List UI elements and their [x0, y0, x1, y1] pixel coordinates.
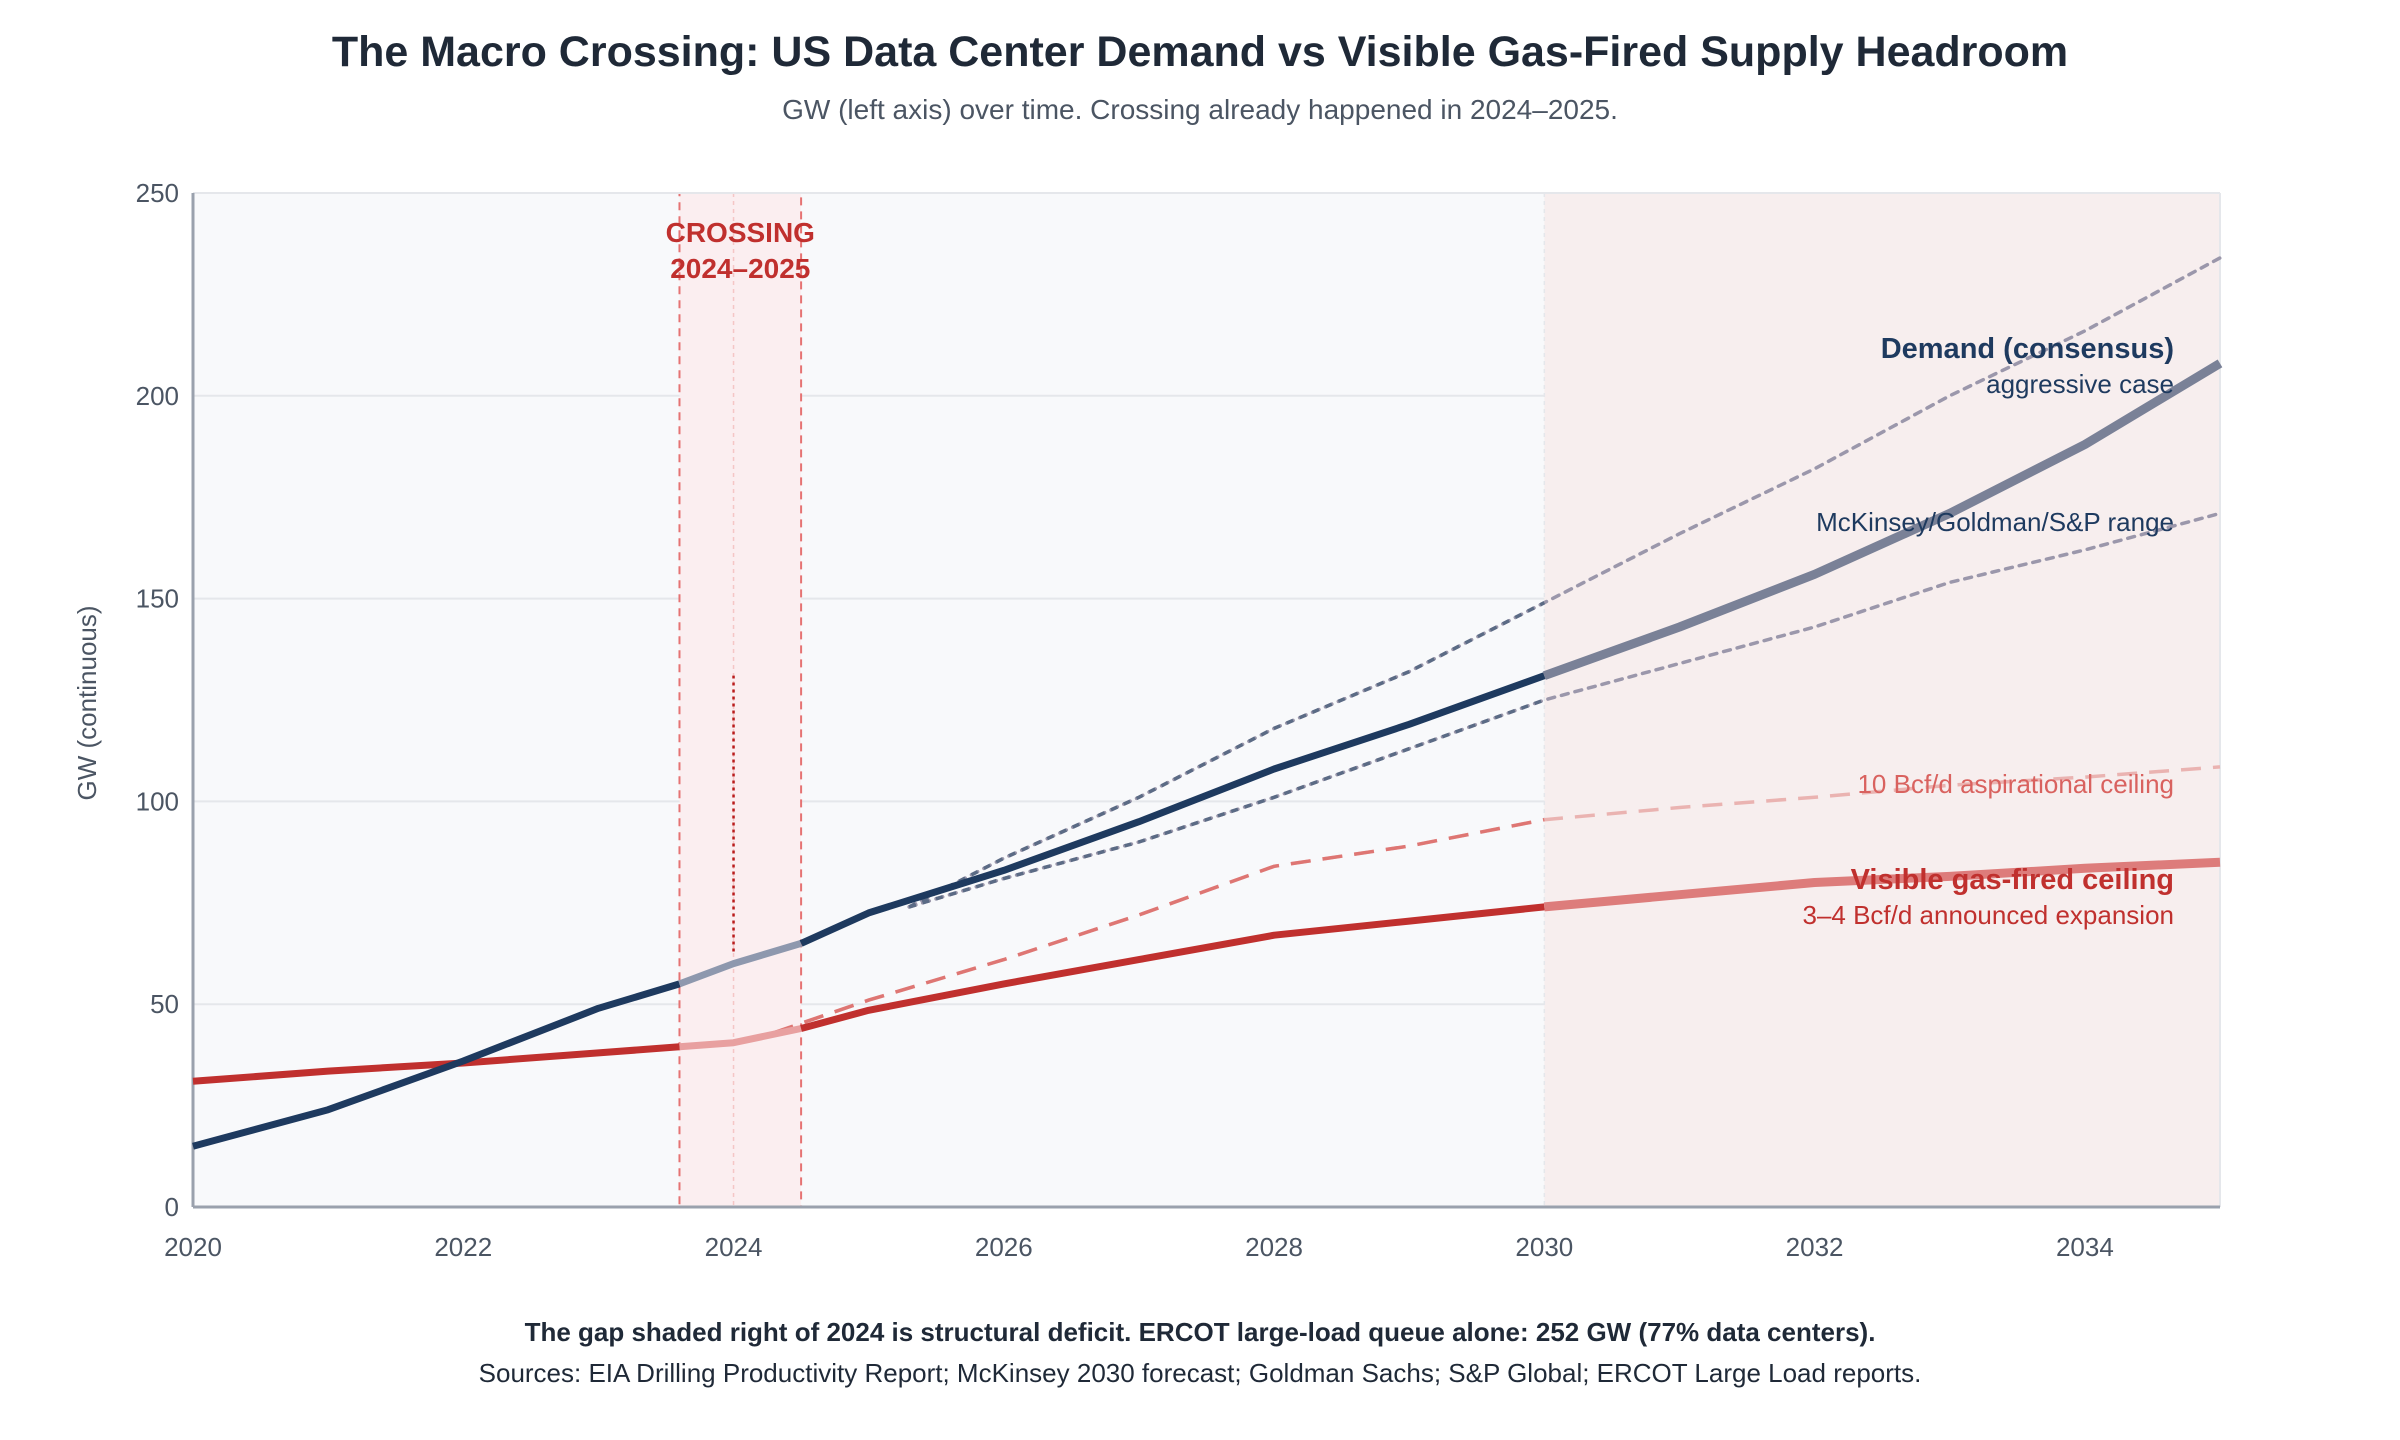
aspirational-ceiling-line — [773, 765, 2221, 1035]
range-low-line-near — [908, 698, 1545, 909]
y-axis-label: GW (continuous) — [72, 605, 102, 800]
chart-subtitle: GW (left axis) over time. Crossing alrea… — [782, 94, 1618, 125]
axes: 0 50 100 150 200 250 2020 2022 2024 2026 2028 2030 2… — [136, 178, 2221, 1262]
x-tick-label: 2022 — [434, 1232, 492, 1262]
supply-line-far — [1543, 857, 2221, 912]
x-tick-label: 2026 — [975, 1232, 1033, 1262]
aspirational-ceiling-line-near — [773, 817, 1545, 1035]
x-tick-label: 2034 — [2056, 1232, 2114, 1262]
aggressive-case-line-near — [908, 601, 1546, 909]
y-tick-label: 0 — [165, 1192, 179, 1222]
footer-note: The gap shaded right of 2024 is structur… — [524, 1317, 1876, 1347]
range-label: McKinsey/Goldman/S&P range — [1816, 507, 2174, 537]
ceiling-label: Visible gas-fired ceiling — [1851, 864, 2174, 896]
x-tick-label: 2024 — [705, 1232, 763, 1262]
crossing-band — [678, 192, 803, 1208]
demand-line-crossing — [678, 940, 803, 988]
crossing-years-label: 2024–2025 — [670, 253, 810, 284]
shaded-regions — [678, 192, 2220, 1208]
ceiling-sublabel: 3–4 Bcf/d announced expansion — [1802, 900, 2174, 930]
demand-line-far — [1542, 359, 2223, 680]
demand-label: Demand (consensus) — [1881, 333, 2174, 365]
chart-title: The Macro Crossing: US Data Center Deman… — [331, 28, 2069, 76]
demand-line-history — [192, 980, 681, 1150]
aspirational-label: 10 Bcf/d aspirational ceiling — [1857, 769, 2174, 799]
deficit-region — [1544, 193, 2220, 1207]
y-tick-label: 150 — [136, 584, 179, 614]
series-labels: CROSSING 2024–2025 Demand (consensus) aggre… — [666, 217, 2174, 930]
supply-line-near — [800, 903, 1545, 1032]
x-tick-label: 2030 — [1515, 1232, 1573, 1262]
x-tick-label: 2028 — [1245, 1232, 1303, 1262]
footer-sources: Sources: EIA Drilling Productivity Repor… — [478, 1358, 1922, 1388]
demand-line-near — [799, 672, 1546, 947]
y-tick-label: 50 — [150, 989, 179, 1019]
y-tick-label: 200 — [136, 381, 179, 411]
y-tick-label: 250 — [136, 178, 179, 208]
supply-line-crossing — [679, 1025, 802, 1051]
aggressive-case-label: aggressive case — [1986, 369, 2174, 399]
crossing-label: CROSSING — [666, 217, 815, 248]
y-tick-label: 100 — [136, 786, 179, 816]
x-tick-label: 2032 — [1786, 1232, 1844, 1262]
x-tick-label: 2020 — [164, 1232, 222, 1262]
series-lines — [192, 256, 2223, 1150]
range-low-line — [907, 511, 2222, 909]
